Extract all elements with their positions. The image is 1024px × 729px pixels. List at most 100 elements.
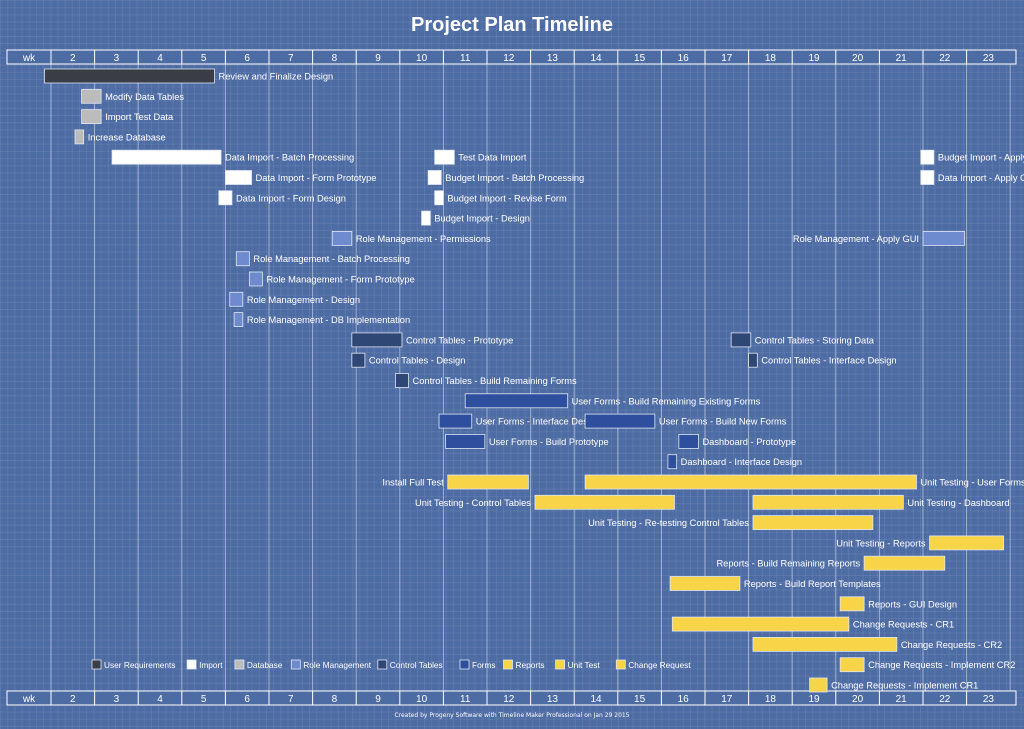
legend-label: Change Request	[628, 660, 691, 670]
task-bar	[233, 312, 244, 328]
task-bar	[434, 190, 444, 206]
task-bar	[671, 616, 850, 632]
top-axis-tick-label: 23	[983, 53, 995, 64]
legend-swatch	[377, 659, 388, 670]
top-axis-tick-label: 11	[460, 53, 471, 64]
task-label: Budget Import - Revise Form	[447, 193, 567, 203]
task-label: Role Management - Batch Processing	[253, 254, 410, 264]
bottom-axis-tick-label: 13	[547, 694, 559, 705]
top-axis-band	[6, 49, 1017, 65]
bottom-axis-tick-label: 9	[375, 694, 381, 705]
top-axis-tick-label: 10	[416, 53, 428, 64]
task-bar	[74, 129, 85, 145]
task-label: Dashboard - Prototype	[702, 437, 796, 447]
legend-swatch	[615, 659, 626, 670]
task-label: Role Management - Form Prototype	[266, 275, 414, 285]
task-label: Dashboard - Interface Design	[681, 457, 802, 467]
legend-swatch	[290, 659, 301, 670]
task-label: Data Import - Form Prototype	[256, 173, 377, 183]
top-axis-tick-label: 13	[547, 53, 559, 64]
legend-swatch	[503, 659, 513, 670]
task-label: Change Requests - CR1	[853, 620, 954, 630]
task-label: Modify Data Tables	[105, 92, 184, 102]
top-axis-tick-label: 17	[721, 53, 733, 64]
top-axis-tick-label: 2	[70, 53, 76, 64]
task-bar	[81, 88, 102, 104]
task-label: Change Requests - CR2	[901, 640, 1002, 650]
task-bar	[44, 68, 215, 84]
task-bar	[584, 413, 656, 429]
task-bar	[730, 332, 752, 348]
task-label: Control Tables - Prototype	[406, 335, 513, 345]
task-label: Budget Import - Batch Processing	[445, 173, 584, 183]
legend-swatch	[91, 659, 102, 670]
legend-swatch	[459, 659, 470, 670]
task-label: Data Import - Batch Processing	[225, 153, 354, 163]
footer-credit: Created by Progeny Software with Timelin…	[394, 712, 630, 719]
task-label: Test Data Import	[458, 153, 527, 163]
task-bar	[534, 494, 675, 510]
top-axis-tick-label: 9	[375, 53, 381, 64]
task-bar	[929, 535, 1005, 551]
top-axis-tick-label: 7	[288, 53, 294, 64]
bottom-axis-tick-label: 7	[288, 694, 294, 705]
task-bar	[584, 474, 917, 490]
task-label: Unit Testing - Control Tables	[415, 498, 531, 508]
top-axis-header: wk	[22, 53, 36, 64]
task-bar	[748, 352, 758, 368]
task-bar	[839, 657, 865, 673]
top-axis-tick-label: 14	[590, 53, 602, 64]
top-axis-tick-label: 16	[678, 53, 690, 64]
task-bar	[351, 332, 403, 348]
task-label: Reports - Build Remaining Reports	[716, 559, 860, 569]
task-bar	[438, 413, 473, 429]
task-label: Change Requests - Implement CR2	[868, 660, 1015, 670]
bottom-axis-tick-label: 14	[590, 694, 602, 705]
top-axis-tick-label: 21	[896, 53, 908, 64]
task-bar	[235, 251, 250, 267]
task-label: Increase Database	[88, 132, 166, 142]
task-label: Review and Finalize Design	[219, 72, 334, 82]
task-label: Unit Testing - Dashboard	[907, 498, 1009, 508]
task-bar	[81, 109, 102, 124]
task-bar	[667, 454, 678, 470]
task-bar	[447, 474, 529, 490]
top-axis-tick-label: 8	[332, 53, 338, 64]
top-axis-tick-label: 3	[114, 53, 120, 64]
task-label: Unit Testing - Reports	[836, 538, 926, 548]
task-bar	[427, 170, 442, 185]
top-axis-tick-label: 19	[808, 53, 820, 64]
task-label: Budget Import - Apply GUI	[938, 153, 1024, 163]
legend-label: Reports	[516, 660, 545, 670]
top-axis-tick-label: 20	[852, 53, 864, 64]
top-axis-tick-label: 22	[939, 53, 951, 64]
task-label: Budget Import - Design	[434, 214, 530, 224]
task-label: Reports - GUI Design	[868, 599, 957, 609]
task-bar	[218, 190, 233, 206]
legend-label: Database	[247, 660, 283, 670]
legend-label: Import	[199, 660, 223, 670]
task-bar	[809, 677, 828, 693]
legend-label: Control Tables	[390, 660, 443, 670]
task-bar	[752, 637, 898, 652]
legend-label: Forms	[472, 660, 496, 670]
task-label: Reports - Build Report Templates	[744, 579, 881, 589]
task-label: Role Management - Design	[247, 295, 360, 305]
task-label: Control Tables - Build Remaining Forms	[413, 376, 577, 386]
task-bar	[752, 515, 874, 530]
task-bar	[111, 149, 222, 165]
bottom-axis-tick-label: 2	[70, 694, 76, 705]
task-bar	[351, 352, 366, 368]
bottom-axis-tick-label: 15	[634, 694, 646, 705]
task-label: Change Requests - Implement CR1	[831, 681, 978, 691]
task-bar	[224, 170, 252, 185]
legend-label: Unit Test	[568, 660, 601, 670]
task-label: Unit Testing - Re-testing Control Tables	[588, 518, 749, 528]
legend-label: Role Management	[303, 660, 371, 670]
top-axis-tick-label: 15	[634, 53, 646, 64]
task-bar	[331, 230, 353, 246]
bottom-axis-tick-label: 3	[114, 694, 120, 705]
task-bar	[839, 596, 865, 612]
